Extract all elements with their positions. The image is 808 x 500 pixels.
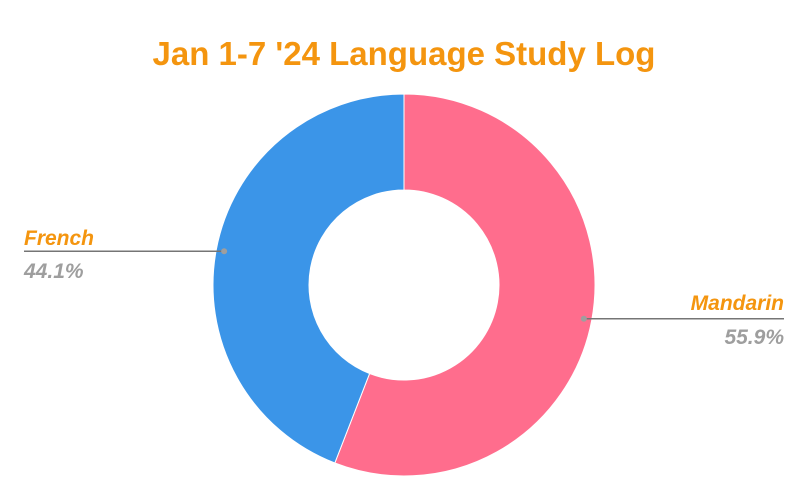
leader-dot-mandarin (580, 315, 587, 322)
chart-title: Jan 1-7 '24 Language Study Log (152, 35, 656, 72)
slice-percent-french: 44.1% (24, 260, 84, 283)
slice-percent-mandarin: 55.9% (724, 326, 784, 349)
leader-lines-group (24, 248, 784, 322)
slice-label-mandarin: Mandarin (690, 292, 784, 315)
slice-label-french: French (24, 227, 95, 250)
donut-slice-mandarin (334, 93, 596, 477)
donut-slice-french (212, 93, 405, 464)
slices-group (212, 93, 596, 477)
leader-dot-french (221, 248, 228, 255)
